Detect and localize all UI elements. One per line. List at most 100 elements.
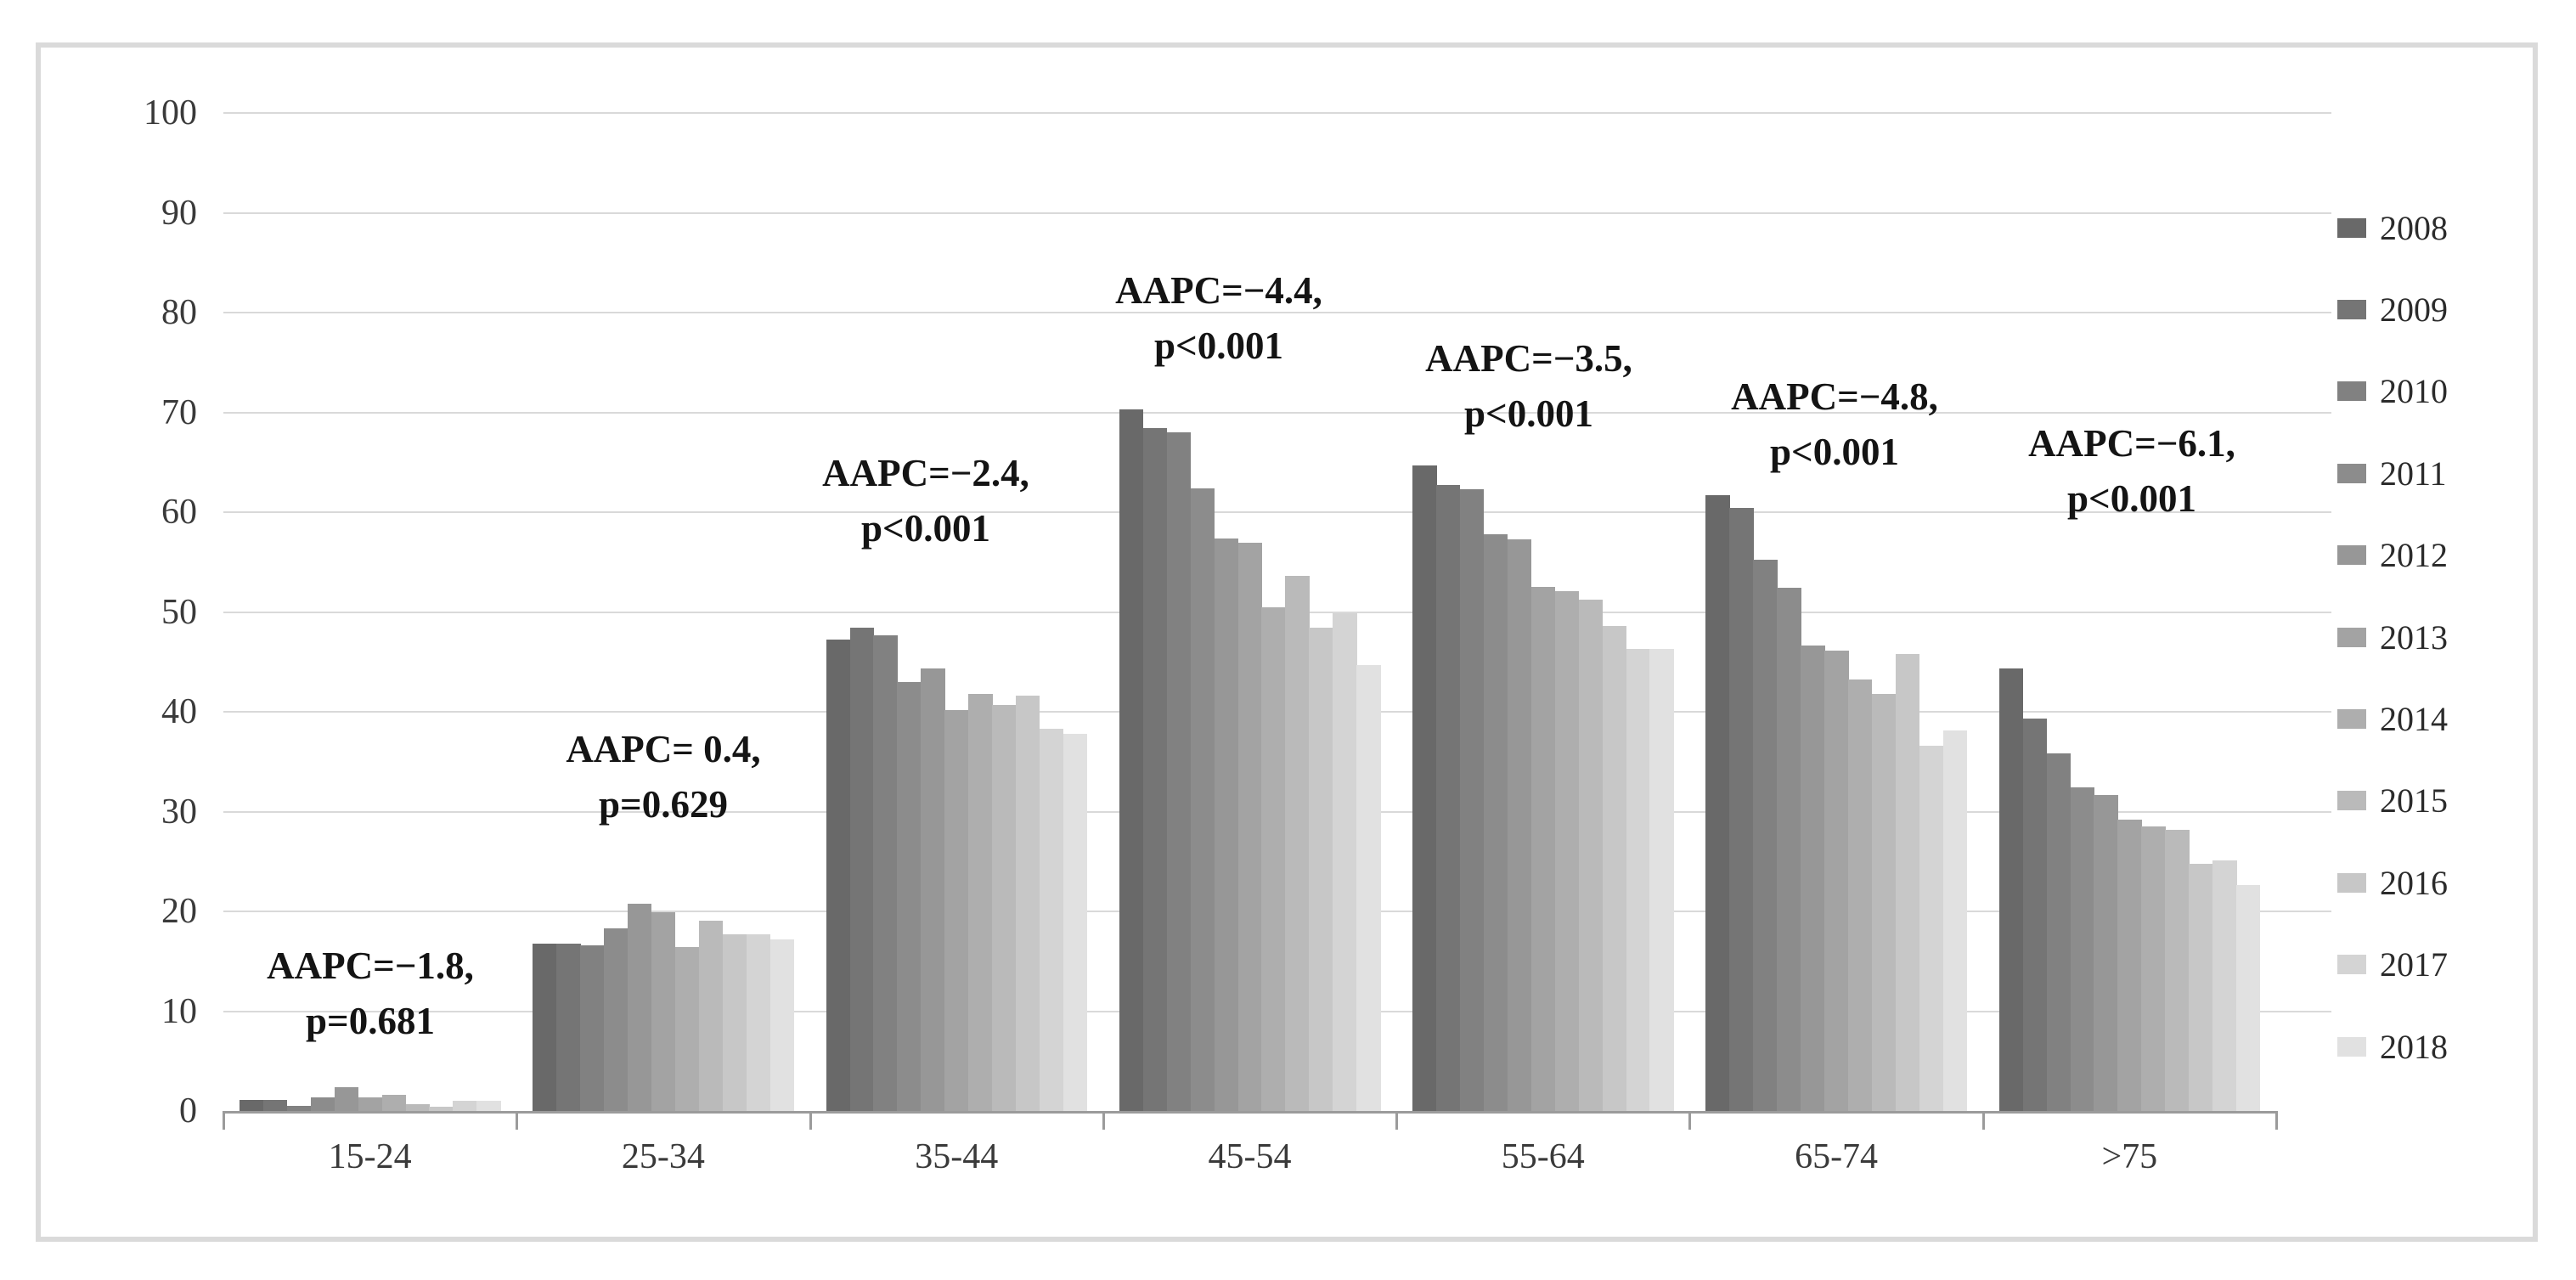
aapc-annotation: AAPC=−3.5, p<0.001	[1265, 331, 1792, 443]
aapc-annotation-line2: p=0.629	[599, 783, 728, 826]
bar-2012-25-34	[628, 903, 652, 1111]
legend-item-2018: 2018	[2337, 1021, 2448, 1072]
x-axis-category-label: 65-74	[1795, 1137, 1879, 1176]
bar-2011-55-64	[1483, 533, 1508, 1111]
bar-2009-25-34	[556, 943, 581, 1111]
bar-2016-55-64	[1602, 625, 1627, 1111]
bar-2018-65-74	[1942, 730, 1968, 1111]
bar-2010-15-24	[286, 1106, 312, 1111]
aapc-annotation-line2: p<0.001	[1770, 431, 1899, 474]
legend-swatch	[2337, 955, 2366, 975]
bar-2013->75	[2117, 819, 2142, 1111]
bar-2013-15-24	[358, 1097, 383, 1111]
legend-item-2009: 2009	[2337, 284, 2448, 335]
x-axis-category-label: 15-24	[328, 1137, 412, 1176]
bar-2010-25-34	[580, 944, 605, 1111]
legend-swatch	[2337, 545, 2366, 566]
aapc-annotation-line1: AAPC=−4.4,	[1115, 269, 1322, 312]
bar-2010-55-64	[1460, 488, 1485, 1111]
bar-2014-15-24	[381, 1095, 407, 1111]
legend-label: 2011	[2380, 454, 2447, 493]
bar-2017-55-64	[1626, 648, 1650, 1111]
bar-2016-45-54	[1309, 628, 1333, 1111]
bar-2015-15-24	[405, 1103, 430, 1111]
legend-item-2013: 2013	[2337, 612, 2448, 663]
y-axis-tick-label: 60	[161, 493, 197, 532]
legend-swatch	[2337, 299, 2366, 319]
bar-2013-45-54	[1237, 543, 1262, 1111]
legend-label: 2012	[2380, 536, 2448, 575]
bar-2009-35-44	[849, 628, 874, 1111]
x-axis-category-label: >75	[2101, 1137, 2158, 1176]
aapc-annotation-line1: AAPC=−3.5,	[1425, 337, 1632, 380]
bar-2015-65-74	[1871, 693, 1897, 1111]
x-axis-category-label: 55-64	[1501, 1137, 1585, 1176]
y-axis-tick-label: 20	[161, 892, 197, 931]
legend-item-2008: 2008	[2337, 202, 2448, 253]
bar-2014-35-44	[968, 693, 993, 1111]
y-axis-tick-label: 0	[179, 1091, 197, 1131]
x-axis-tick	[1102, 1111, 1105, 1130]
legend-item-2011: 2011	[2337, 448, 2447, 499]
x-axis-line	[223, 1111, 2276, 1114]
aapc-annotation-line2: p<0.001	[861, 507, 990, 550]
bar-2011-25-34	[604, 928, 628, 1111]
bar-2011->75	[2070, 787, 2094, 1111]
aapc-annotation-line2: p<0.001	[1464, 392, 1593, 436]
bar-2012->75	[2094, 794, 2118, 1111]
legend-label: 2015	[2380, 781, 2448, 820]
bar-2013-35-44	[944, 709, 969, 1111]
legend-label: 2010	[2380, 372, 2448, 411]
bar-2010-65-74	[1753, 560, 1778, 1111]
legend-label: 2018	[2380, 1027, 2448, 1066]
bar-2010-45-54	[1166, 432, 1192, 1111]
bar-2015->75	[2165, 829, 2190, 1111]
aapc-annotation: AAPC=−4.4, p<0.001	[955, 263, 1482, 375]
bar-2012-45-54	[1214, 538, 1239, 1111]
gridline	[223, 511, 2331, 513]
bar-2008->75	[1998, 668, 2024, 1111]
bar-2008-55-64	[1412, 465, 1437, 1111]
legend-swatch	[2337, 381, 2366, 402]
bar-2014->75	[2141, 826, 2166, 1111]
y-axis-tick-label: 90	[161, 193, 197, 233]
bar-2009-15-24	[262, 1100, 288, 1111]
aapc-annotation-line1: AAPC=−4.8,	[1731, 375, 1938, 418]
bar-2016-35-44	[1016, 696, 1040, 1111]
bar-2017->75	[2212, 860, 2237, 1111]
x-axis-tick	[809, 1111, 812, 1130]
y-axis-tick-label: 80	[161, 293, 197, 332]
aapc-annotation-line2: p<0.001	[2067, 477, 2196, 521]
legend-label: 2014	[2380, 699, 2448, 738]
bar-2010->75	[2046, 753, 2071, 1111]
bar-2016-25-34	[722, 934, 747, 1111]
bar-2008-35-44	[826, 640, 850, 1111]
bar-2011-45-54	[1190, 488, 1215, 1111]
bar-2008-25-34	[533, 943, 557, 1111]
bar-2008-45-54	[1119, 409, 1144, 1111]
legend-swatch	[2337, 708, 2366, 729]
aapc-annotation-line2: p=0.681	[306, 1000, 435, 1043]
gridline	[223, 211, 2331, 214]
x-axis-tick	[516, 1111, 519, 1130]
x-axis-category-label: 25-34	[621, 1137, 705, 1176]
bar-2016-65-74	[1895, 653, 1920, 1111]
legend-item-2017: 2017	[2337, 939, 2448, 990]
bar-2013-25-34	[651, 912, 676, 1111]
bar-2012-55-64	[1507, 539, 1532, 1111]
bar-2015-25-34	[698, 920, 724, 1111]
bar-2012-15-24	[334, 1086, 359, 1111]
bar-2014-55-64	[1554, 590, 1580, 1111]
bar-2008-65-74	[1705, 495, 1730, 1111]
x-axis-tick	[2275, 1111, 2278, 1130]
bar-2009-65-74	[1729, 508, 1754, 1111]
bar-2013-65-74	[1824, 651, 1849, 1111]
legend-item-2010: 2010	[2337, 366, 2448, 417]
aapc-annotation: AAPC=−4.8, p<0.001	[1571, 369, 2098, 481]
bar-2011-35-44	[897, 681, 922, 1111]
legend-item-2014: 2014	[2337, 693, 2448, 744]
x-axis-category-label: 35-44	[915, 1137, 999, 1176]
aapc-annotation: AAPC= 0.4, p=0.629	[400, 722, 927, 833]
gridline	[223, 312, 2331, 313]
bar-2018-55-64	[1649, 648, 1674, 1111]
